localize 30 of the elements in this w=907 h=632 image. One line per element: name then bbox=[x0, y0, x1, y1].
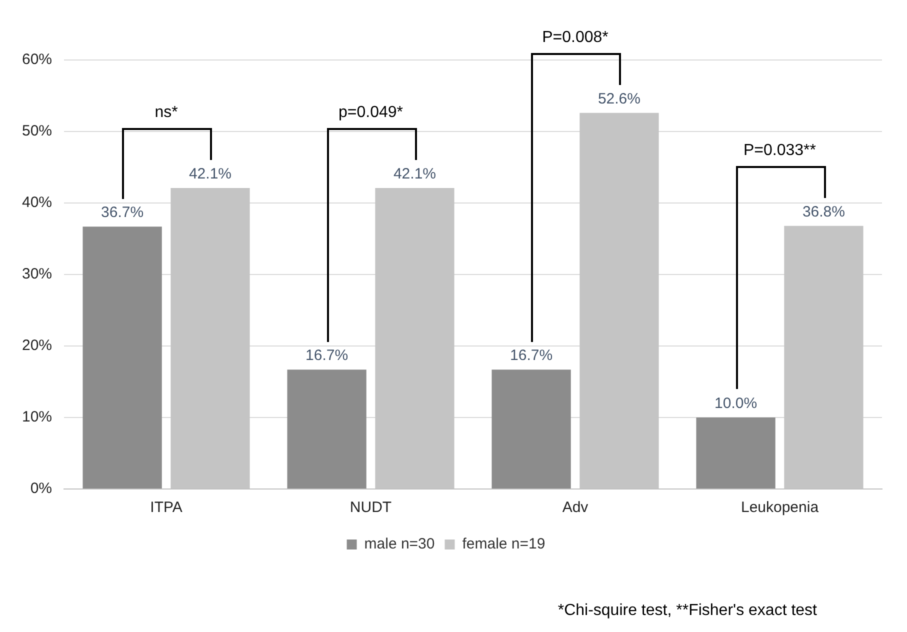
data-label: 42.1% bbox=[188, 166, 232, 183]
y-tick-label: 30% bbox=[22, 266, 52, 283]
text: P=0.008* bbox=[542, 28, 608, 47]
bar bbox=[492, 370, 571, 488]
legend-label: female n=19 bbox=[462, 536, 546, 553]
annotation: P=0.033** bbox=[743, 142, 816, 160]
data-label: 16.7% bbox=[306, 347, 348, 364]
y-tick-label: 60% bbox=[22, 51, 52, 68]
data-label: 10.0% bbox=[714, 395, 758, 412]
legend-label: male n=30 bbox=[364, 536, 435, 553]
x-tick-label: ITPA bbox=[150, 499, 182, 516]
x-tick-label: Adv bbox=[562, 499, 589, 516]
y-tick-label: 20% bbox=[22, 337, 52, 354]
data-label: 52.6% bbox=[598, 90, 640, 108]
bar bbox=[82, 226, 162, 488]
data-label: 42.1% bbox=[393, 166, 436, 183]
y-tick-label: 10% bbox=[22, 408, 52, 426]
y-tick-label: 40% bbox=[22, 194, 52, 212]
data-label: 16.7% bbox=[510, 347, 553, 364]
y-tick-label: 50% bbox=[22, 122, 52, 140]
data-label: 36.8% bbox=[802, 204, 845, 221]
data-label: 36.7% bbox=[101, 204, 144, 222]
annotation: p=0.049* bbox=[338, 104, 404, 122]
bar bbox=[696, 418, 776, 488]
y-tick-label: 0% bbox=[30, 480, 52, 498]
x-tick-label: NUDT bbox=[350, 499, 392, 516]
bar bbox=[287, 370, 366, 488]
x-tick-label: Leukopenia bbox=[740, 499, 820, 516]
annotation: ns* bbox=[154, 104, 178, 122]
text: *Chi-squire test, **Fisher's exact test bbox=[558, 602, 817, 620]
